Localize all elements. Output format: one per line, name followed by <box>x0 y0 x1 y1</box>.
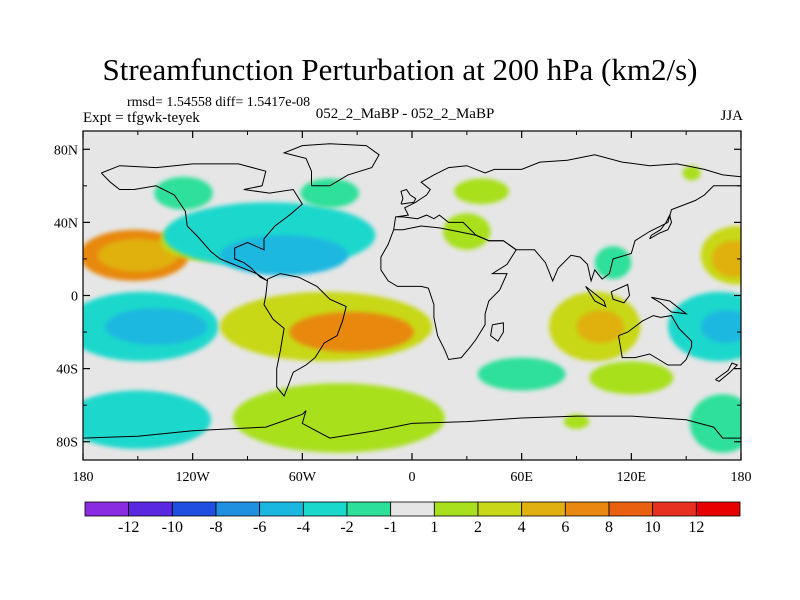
colorbar-label: -12 <box>118 519 139 536</box>
colorbar-swatch-6 <box>346 501 392 517</box>
contour-blob-15 <box>711 240 741 278</box>
coastline-5 <box>83 410 741 439</box>
x-axis: 180 120W 60W 0 60E 120E 180 <box>73 131 752 485</box>
x-tick-label: 60E <box>510 470 533 485</box>
contour-blob-8 <box>289 311 414 353</box>
coastline-7 <box>400 188 417 205</box>
x-tick-label: 180 <box>73 470 94 485</box>
y-axis: 80N 40N 0 40S 80S <box>54 143 741 451</box>
contour-blob-9 <box>154 176 213 210</box>
comparison-label: 052_2_MaBP - 052_2_MaBP <box>315 106 495 122</box>
coastline-1 <box>263 273 347 397</box>
contour-blob-23 <box>232 383 445 453</box>
coastlines <box>83 143 741 439</box>
contour-field <box>83 165 741 453</box>
colorbar-label: 12 <box>688 519 704 536</box>
contour-blob-4 <box>220 235 349 276</box>
colorbar-label: -6 <box>253 519 266 536</box>
colorbar-swatch-0 <box>84 501 130 517</box>
contour-blob-13 <box>594 246 632 280</box>
contour-blob-21 <box>589 361 674 395</box>
colorbar-swatch-14 <box>695 501 741 517</box>
contour-blob-22 <box>83 390 211 450</box>
colorbar-swatch-11 <box>564 501 610 517</box>
coastline-9 <box>490 322 504 342</box>
colorbar-label: 4 <box>518 519 526 536</box>
x-tick-label: 0 <box>409 470 416 485</box>
contour-blob-19 <box>700 310 741 344</box>
colorbar-label: 6 <box>561 519 569 536</box>
x-tick-label: 120W <box>176 470 211 485</box>
colorbar-swatch-9 <box>477 501 523 517</box>
coastline-8 <box>649 213 673 240</box>
colorbar-swatch-5 <box>302 501 348 517</box>
coastline-13 <box>715 362 739 382</box>
colorbar-label: -10 <box>162 519 183 536</box>
x-tick-label: 60W <box>289 470 317 485</box>
y-tick-label: 40N <box>54 216 78 231</box>
colorbar-label: 2 <box>474 519 482 536</box>
y-tick-label: 80S <box>56 436 78 451</box>
colorbar-label: -2 <box>340 519 353 536</box>
y-tick-label: 80N <box>54 143 78 158</box>
x-tick-label: 180 <box>731 470 752 485</box>
y-tick-label: 40S <box>56 363 78 378</box>
chart-title: Streamfunction Perturbation at 200 hPa (… <box>102 52 698 87</box>
colorbar-swatch-2 <box>171 501 217 517</box>
coastline-12 <box>651 296 688 315</box>
contour-blob-25 <box>563 414 590 429</box>
colorbar-label: 1 <box>430 519 438 536</box>
colorbar-label: -1 <box>384 519 397 536</box>
colorbar: -12 -10 -8 -6 -4 -2 -1 1 2 4 6 8 10 12 <box>84 501 741 536</box>
colorbar-swatch-3 <box>215 501 261 517</box>
colorbar-swatch-10 <box>521 501 566 517</box>
contour-blob-20 <box>477 357 566 391</box>
contour-blob-26 <box>682 165 701 181</box>
contour-blob-6 <box>104 308 208 345</box>
coastline-0 <box>100 163 303 282</box>
colorbar-swatch-8 <box>433 501 479 517</box>
colorbar-label: 10 <box>645 519 661 536</box>
colorbar-label: -4 <box>297 519 310 536</box>
stats-text: rmsd= 1.54558 diff= 1.5417e-08 <box>127 95 311 110</box>
coastline-10 <box>585 286 607 308</box>
contour-blob-17 <box>576 310 625 344</box>
coastline-11 <box>610 283 631 304</box>
colorbar-swatch-7 <box>390 501 435 517</box>
contour-blob-10 <box>300 178 359 208</box>
season-label: JJA <box>720 108 743 124</box>
contour-blob-12 <box>443 213 491 250</box>
coastline-6 <box>282 143 380 187</box>
colorbar-swatch-1 <box>128 501 173 517</box>
y-tick-label: 0 <box>71 290 78 305</box>
colorbar-label: -8 <box>209 519 222 536</box>
colorbar-swatch-13 <box>652 501 697 517</box>
contour-blob-1 <box>97 238 179 272</box>
colorbar-swatch-4 <box>259 501 304 517</box>
colorbar-swatch-12 <box>608 501 654 517</box>
experiment-label: Expt = tfgwk-teyek <box>83 110 200 126</box>
x-tick-label: 120E <box>617 470 647 485</box>
contour-blob-11 <box>454 178 509 205</box>
colorbar-label: 8 <box>605 519 613 536</box>
coastline-4 <box>618 315 693 366</box>
